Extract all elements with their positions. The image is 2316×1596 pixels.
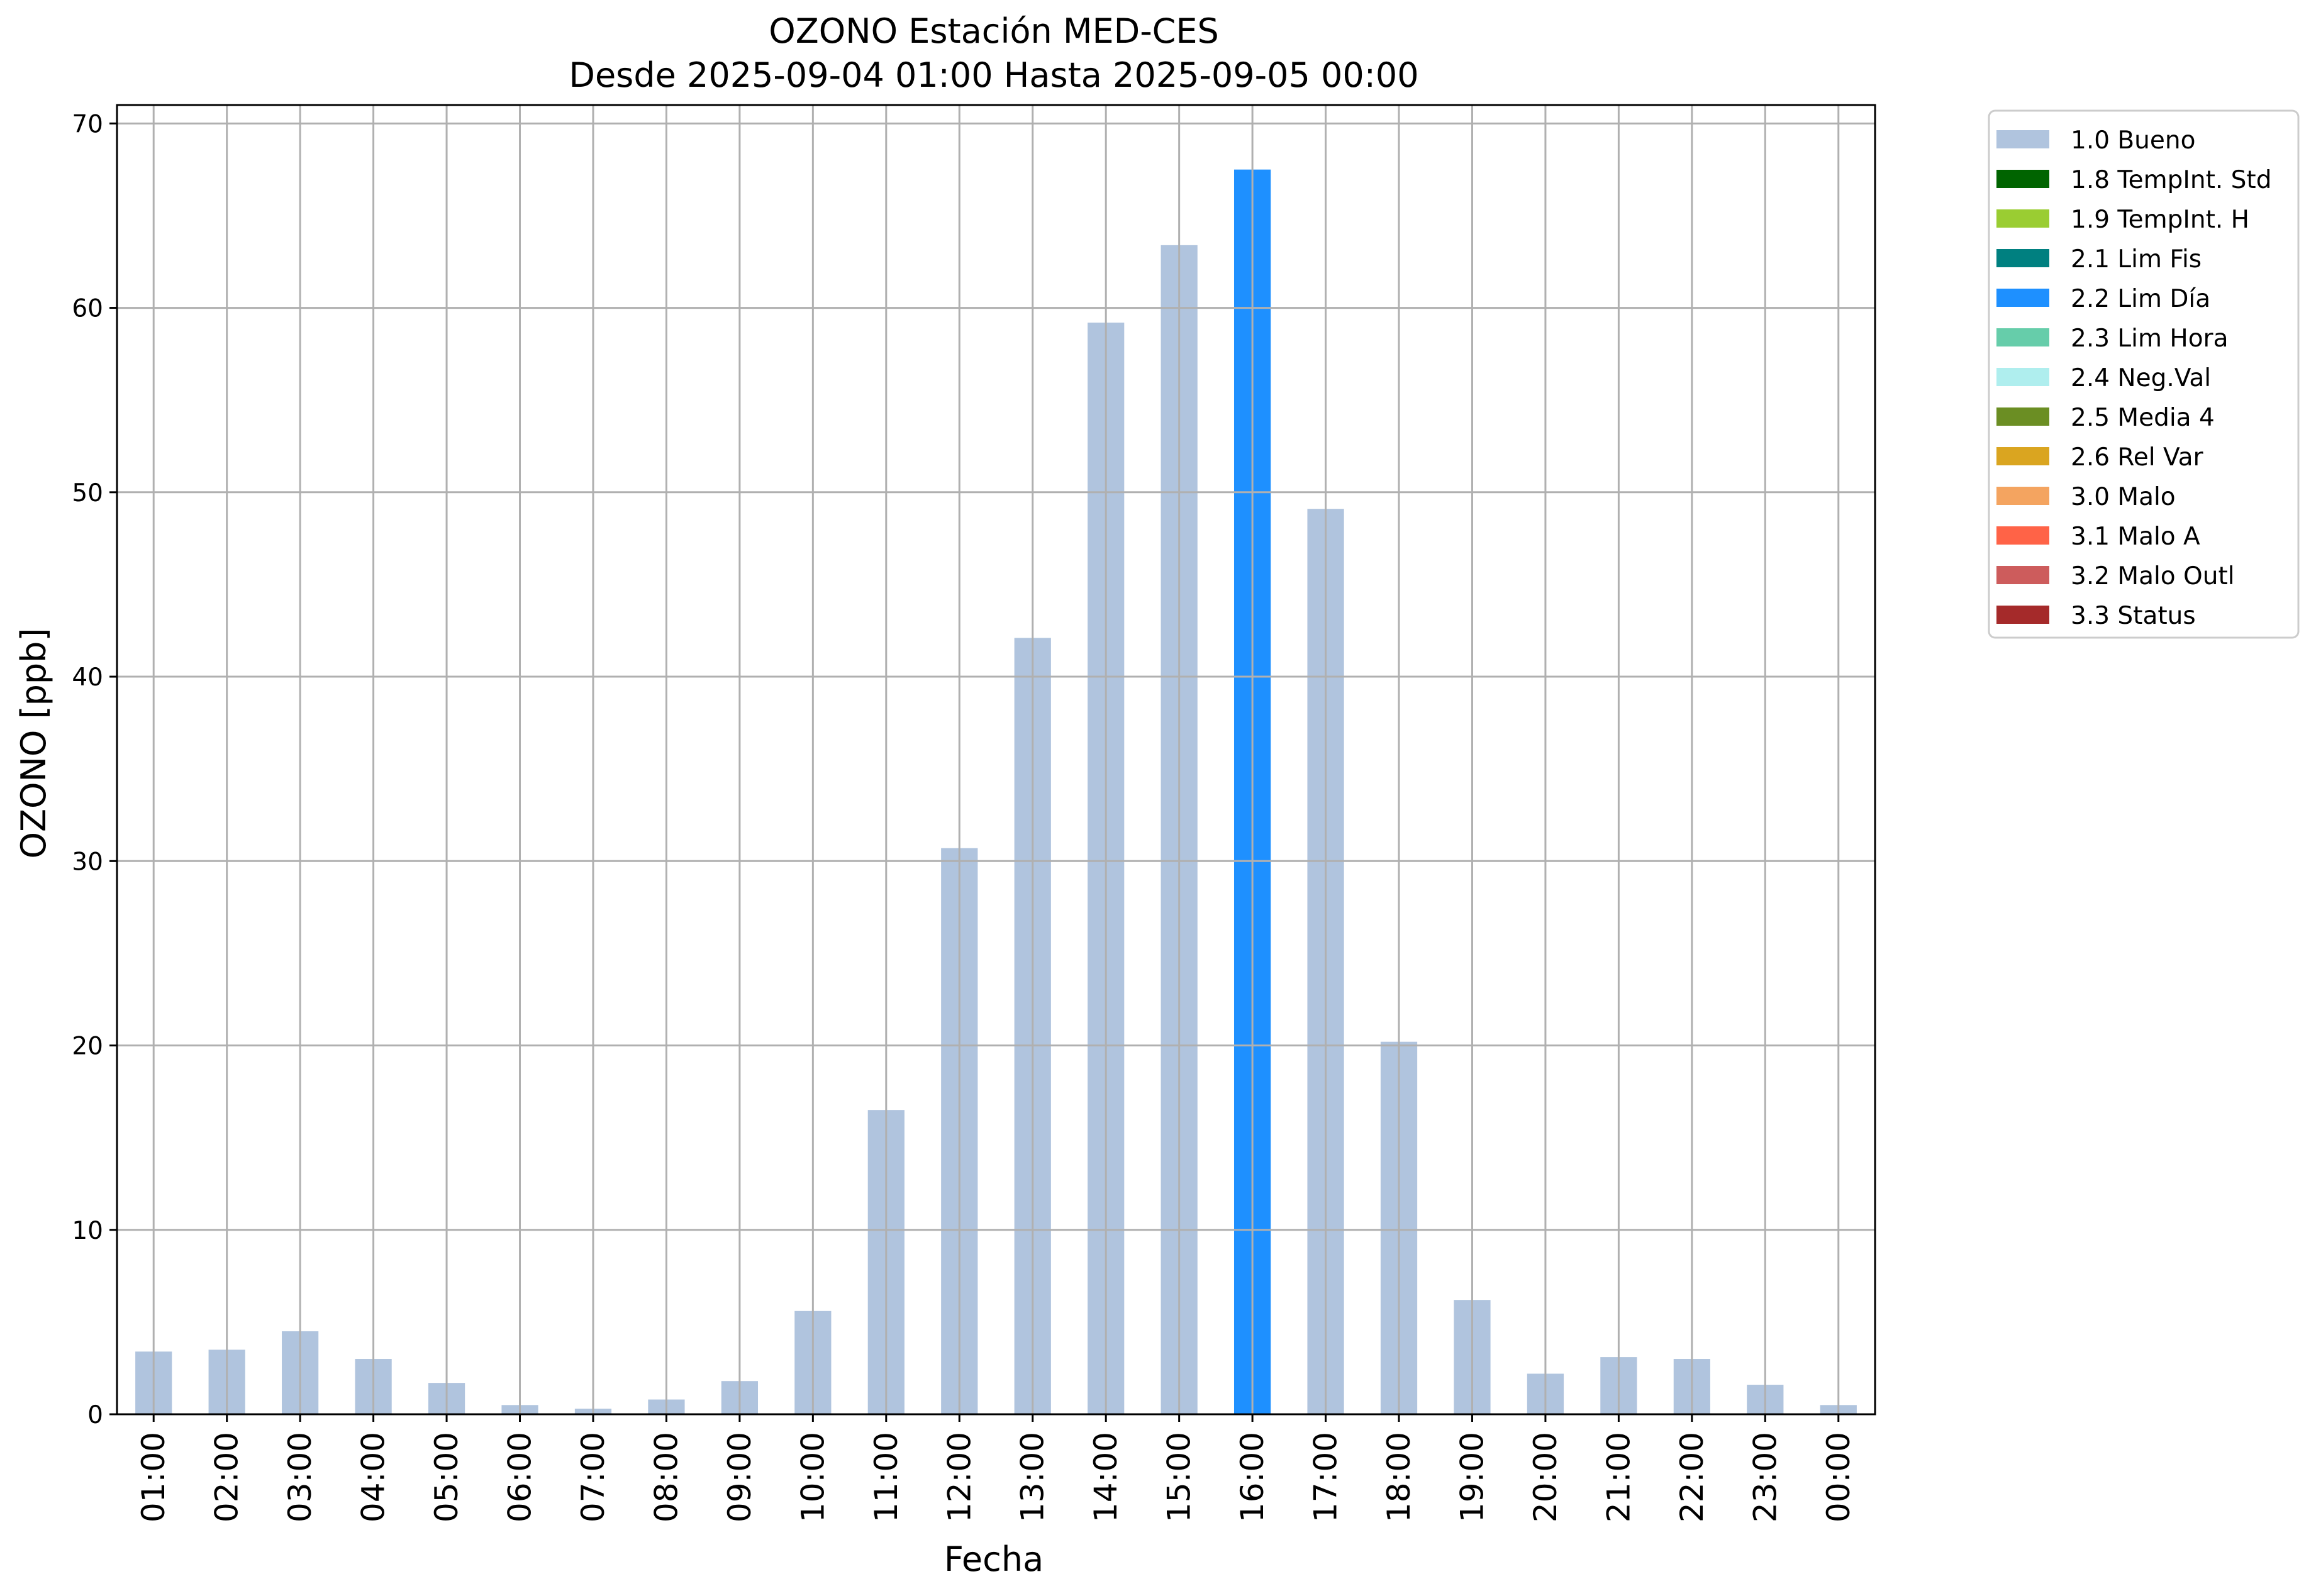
y-tick-label: 20	[72, 1033, 103, 1061]
x-tick-label: 14:00	[1088, 1432, 1124, 1522]
x-tick-label: 16:00	[1234, 1432, 1271, 1522]
legend-label: 2.4 Neg.Val	[2071, 364, 2211, 392]
x-tick-label: 15:00	[1161, 1432, 1198, 1522]
x-tick-label: 03:00	[282, 1432, 318, 1522]
y-axis-label: OZONO [ppb]	[14, 628, 53, 858]
plot-frame	[116, 104, 1876, 1416]
legend-swatch	[1996, 487, 2049, 505]
x-tick-label: 21:00	[1600, 1432, 1637, 1522]
x-tick-label: 11:00	[868, 1432, 905, 1522]
legend-swatch	[1996, 209, 2049, 228]
legend: 1.0 Bueno 1.8 TempInt. Std 1.9 TempInt. H 2…	[1988, 109, 2300, 639]
y-tick-label: 40	[72, 663, 103, 692]
legend-swatch	[1996, 407, 2049, 426]
x-tick-label: 12:00	[941, 1432, 977, 1522]
legend-swatch	[1996, 328, 2049, 346]
chart-title: OZONO Estación MED-CES	[769, 11, 1219, 51]
legend-frame	[1988, 109, 2300, 639]
x-tick-label: 00:00	[1820, 1432, 1857, 1522]
x-tick-label: 18:00	[1381, 1432, 1417, 1522]
x-tick-label: 02:00	[209, 1432, 245, 1522]
legend-label: 3.2 Malo Outl	[2071, 562, 2235, 590]
x-tick-label: 09:00	[721, 1432, 758, 1522]
legend-swatch	[1996, 447, 2049, 465]
y-tick-label: 0	[87, 1401, 103, 1429]
y-tick-label: 10	[72, 1217, 103, 1245]
legend-label: 1.9 TempInt. H	[2071, 206, 2249, 234]
legend-label: 1.0 Bueno	[2071, 126, 2195, 155]
y-tick-label: 50	[72, 479, 103, 507]
legend-swatch	[1996, 526, 2049, 545]
x-tick-label: 23:00	[1747, 1432, 1783, 1522]
legend-label: 2.6 Rel Var	[2071, 443, 2204, 472]
legend-items: 1.0 Bueno 1.8 TempInt. Std 1.9 TempInt. H 2…	[1996, 126, 2271, 630]
x-tick-label: 22:00	[1674, 1432, 1710, 1522]
x-tick-label: 04:00	[355, 1432, 392, 1522]
y-tick-label: 70	[72, 110, 103, 138]
legend-swatch	[1996, 289, 2049, 307]
x-tick-label: 05:00	[428, 1432, 465, 1522]
y-tick-label: 60	[72, 295, 103, 323]
y-axis: 0 10 20 30 40 50 60 70	[72, 110, 117, 1429]
legend-label: 1.8 TempInt. Std	[2071, 166, 2271, 194]
y-tick-label: 30	[72, 848, 103, 876]
x-tick-label: 08:00	[648, 1432, 684, 1522]
legend-label: 2.2 Lim Día	[2071, 285, 2210, 313]
x-tick-label: 01:00	[135, 1432, 172, 1522]
legend-label: 2.1 Lim Fis	[2071, 245, 2202, 274]
legend-label: 2.5 Media 4	[2071, 404, 2215, 432]
legend-swatch	[1996, 170, 2049, 188]
legend-swatch	[1996, 566, 2049, 584]
legend-label: 3.0 Malo	[2071, 483, 2176, 511]
legend-label: 3.3 Status	[2071, 602, 2196, 630]
legend-label: 2.3 Lim Hora	[2071, 324, 2229, 353]
x-tick-label: 17:00	[1308, 1432, 1344, 1522]
x-axis: 01:00 02:00 03:00 04:00 05:00 06:00 07:00 08:00…	[135, 1414, 1857, 1522]
legend-swatch	[1996, 249, 2049, 267]
x-tick-label: 20:00	[1527, 1432, 1564, 1522]
x-tick-label: 06:00	[502, 1432, 538, 1522]
legend-swatch	[1996, 368, 2049, 386]
grid-layer	[117, 105, 1875, 1416]
x-tick-label: 10:00	[794, 1432, 831, 1522]
legend-label: 3.1 Malo A	[2071, 523, 2200, 551]
x-axis-label: Fecha	[944, 1539, 1044, 1579]
legend-swatch	[1996, 130, 2049, 148]
x-tick-label: 07:00	[575, 1432, 611, 1522]
x-tick-label: 19:00	[1454, 1432, 1490, 1522]
chart-subtitle: Desde 2025-09-04 01:00 Hasta 2025-09-05 …	[569, 55, 1418, 95]
x-tick-label: 13:00	[1015, 1432, 1051, 1522]
legend-swatch	[1996, 606, 2049, 624]
